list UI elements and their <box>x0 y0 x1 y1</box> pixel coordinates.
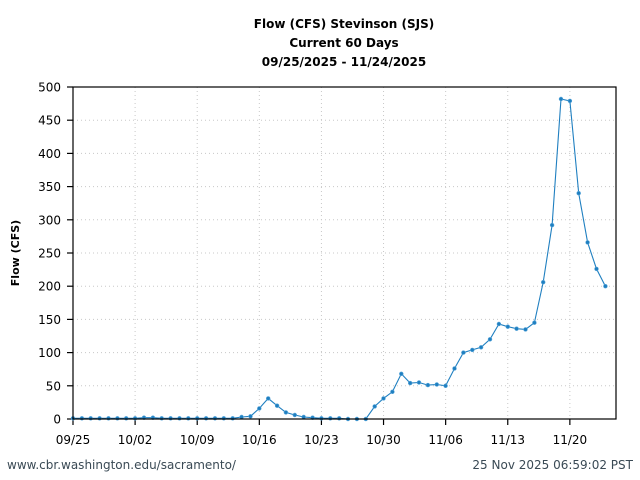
y-tick-label: 50 <box>46 379 61 393</box>
chart-title-line-2: Current 60 Days <box>289 36 398 50</box>
x-tick-label: 10/09 <box>180 433 215 447</box>
data-point <box>177 416 182 421</box>
data-point <box>328 416 333 421</box>
data-point <box>274 403 280 408</box>
y-tick-label: 0 <box>53 413 61 427</box>
y-axis-label: Flow (CFS) <box>9 220 22 286</box>
data-point <box>115 416 120 421</box>
data-point <box>496 321 502 327</box>
x-tick-label: 10/16 <box>242 433 277 447</box>
data-point <box>470 347 475 353</box>
x-tick-label: 11/20 <box>553 433 588 447</box>
data-point <box>79 416 85 421</box>
timestamp: 25 Nov 2025 06:59:02 PST <box>472 458 633 472</box>
data-point <box>97 416 102 421</box>
y-tick-label: 400 <box>38 147 61 161</box>
data-point <box>195 416 200 421</box>
flow-series <box>70 96 608 422</box>
data-point <box>532 320 537 325</box>
data-point <box>523 327 528 332</box>
chart-title-line-3: 09/25/2025 - 11/24/2025 <box>262 55 426 69</box>
y-axis: 0 50 100 150 200 250 300 350 400 450 500 <box>38 81 73 427</box>
x-tick-label: 11/06 <box>428 433 463 447</box>
data-point <box>514 326 519 331</box>
data-point <box>239 414 244 420</box>
data-point <box>408 380 413 386</box>
data-point <box>585 240 590 245</box>
x-tick-label: 10/30 <box>366 433 401 447</box>
data-point <box>576 191 581 196</box>
y-tick-label: 250 <box>38 247 61 261</box>
data-point <box>106 416 111 421</box>
x-tick-label: 11/13 <box>490 433 525 447</box>
data-point <box>212 416 218 421</box>
x-tick-label: 09/25 <box>56 433 91 447</box>
data-point <box>257 406 262 411</box>
data-point <box>168 416 173 421</box>
data-point <box>434 382 439 387</box>
data-point <box>292 412 297 418</box>
y-tick-label: 100 <box>38 346 61 360</box>
data-point <box>230 416 235 421</box>
data-point <box>390 389 395 394</box>
data-point <box>301 414 306 420</box>
grid-lines <box>73 87 616 419</box>
data-point <box>248 414 253 419</box>
data-point <box>452 366 457 371</box>
data-point <box>549 222 555 228</box>
data-point <box>540 280 546 285</box>
data-point <box>159 416 164 421</box>
data-point <box>399 371 404 376</box>
data-point <box>337 416 342 421</box>
x-axis: 09/25 10/02 10/09 10/16 10/23 10/30 11/06 11/13… <box>56 419 587 447</box>
chart-title-line-1: Flow (CFS) Stevinson (SJS) <box>254 17 434 31</box>
data-point <box>505 324 510 329</box>
x-tick-label: 10/23 <box>304 433 339 447</box>
data-point <box>558 96 564 102</box>
data-point <box>443 383 448 388</box>
plot-frame <box>72 86 617 420</box>
data-point <box>372 404 377 409</box>
y-tick-label: 500 <box>38 81 61 95</box>
data-point <box>381 396 386 401</box>
data-point <box>132 416 138 421</box>
data-point <box>283 410 289 415</box>
data-point <box>266 396 271 401</box>
data-point <box>603 284 608 289</box>
y-tick-label: 150 <box>38 313 61 327</box>
data-point <box>487 337 493 342</box>
data-point <box>416 380 422 385</box>
data-point <box>594 266 599 272</box>
data-point <box>186 416 191 421</box>
y-tick-label: 450 <box>38 114 61 128</box>
x-tick-label: 10/02 <box>118 433 153 447</box>
data-point <box>123 416 129 421</box>
series-line <box>73 98 606 420</box>
data-point <box>203 416 209 421</box>
y-tick-label: 300 <box>38 213 61 227</box>
y-tick-label: 350 <box>38 180 61 194</box>
data-point <box>567 98 573 104</box>
y-tick-label: 200 <box>38 280 61 294</box>
data-point <box>88 416 93 421</box>
data-point <box>478 345 484 350</box>
source-url: www.cbr.washington.edu/sacramento/ <box>7 458 236 472</box>
data-point <box>221 416 227 421</box>
data-point <box>425 382 431 388</box>
data-point <box>461 350 466 355</box>
data-point <box>319 416 324 421</box>
